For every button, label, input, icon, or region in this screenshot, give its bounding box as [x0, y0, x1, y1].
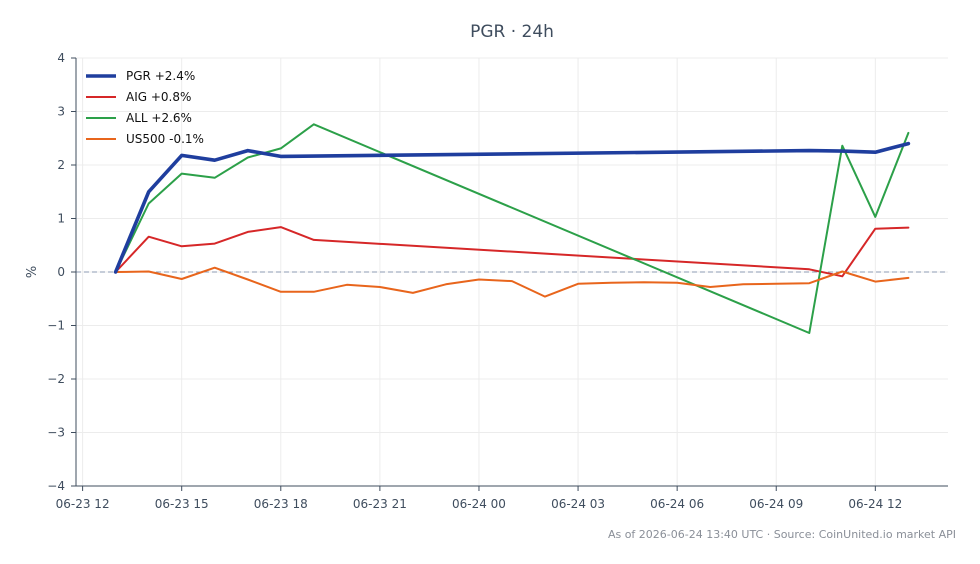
x-tick-label: 06-23 18 [254, 497, 308, 511]
y-tick-label: −2 [47, 372, 65, 386]
y-axis-label: % [25, 266, 40, 278]
series-line-4 [114, 266, 910, 298]
x-tick-label: 06-24 06 [650, 497, 704, 511]
legend-label: ALL +2.6% [126, 111, 192, 125]
legend-label: US500 -0.1% [126, 132, 204, 146]
footer-source: As of 2026-06-24 13:40 UTC · Source: Coi… [608, 528, 956, 541]
y-tick-label: 4 [57, 51, 65, 65]
x-tick-label: 06-24 00 [452, 497, 506, 511]
x-tick-label: 06-24 03 [551, 497, 605, 511]
y-tick-label: −3 [47, 426, 65, 440]
x-tick-label: 06-23 21 [353, 497, 407, 511]
axes: 4 3 2 1 0 −1 −2 −3 −4 06-23 12 06-23 15 06-23 18 06-… [47, 51, 948, 511]
y-tick-label: −1 [47, 319, 65, 333]
plot-area [113, 123, 911, 334]
chart-title: PGR · 24h [470, 22, 554, 42]
series-line-2 [114, 226, 910, 278]
y-tick-label: −4 [47, 479, 65, 493]
legend-label: PGR +2.4% [126, 69, 195, 83]
y-tick-label: 1 [57, 212, 65, 226]
x-tick-label: 06-23 12 [56, 497, 110, 511]
x-tick-label: 06-24 12 [848, 497, 902, 511]
y-tick-label: 3 [57, 105, 65, 119]
x-tick-label: 06-24 09 [749, 497, 803, 511]
legend: PGR +2.4% AIG +0.8% ALL +2.6% US500 -0.1% [86, 69, 204, 146]
y-tick-label: 2 [57, 158, 65, 172]
legend-label: AIG +0.8% [126, 90, 191, 104]
y-tick-label: 0 [57, 265, 65, 279]
x-tick-label: 06-23 15 [155, 497, 209, 511]
series-line-3 [114, 123, 910, 334]
series-line-1 [113, 141, 911, 274]
